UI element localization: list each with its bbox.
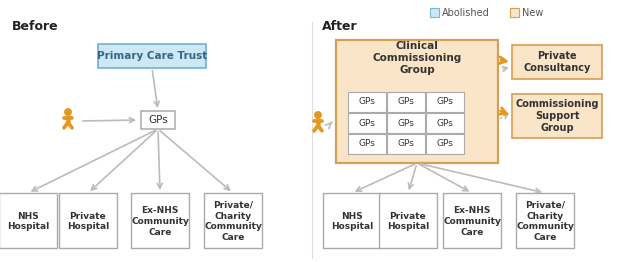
Bar bbox=[430, 8, 439, 17]
Text: NHS
Hospital: NHS Hospital bbox=[331, 212, 373, 231]
Text: Clinical
Commissioning
Group: Clinical Commissioning Group bbox=[373, 41, 462, 75]
Bar bbox=[131, 193, 189, 248]
Bar bbox=[336, 40, 498, 163]
Text: Before: Before bbox=[12, 19, 59, 32]
Bar bbox=[387, 113, 425, 133]
Text: GPs: GPs bbox=[148, 115, 168, 125]
Bar bbox=[59, 193, 117, 248]
Bar bbox=[379, 193, 437, 248]
Bar bbox=[348, 113, 386, 133]
Bar bbox=[426, 113, 464, 133]
Text: Private/
Charity
Community
Care: Private/ Charity Community Care bbox=[516, 201, 574, 242]
Text: Primary Care Trust: Primary Care Trust bbox=[97, 51, 207, 61]
Text: GPs: GPs bbox=[359, 118, 376, 128]
Text: Ex-NHS
Community
Care: Ex-NHS Community Care bbox=[131, 206, 189, 237]
Text: Private
Consultancy: Private Consultancy bbox=[524, 51, 591, 73]
Bar bbox=[512, 45, 602, 79]
Text: Commissioning
Support
Group: Commissioning Support Group bbox=[515, 99, 599, 133]
Text: GPs: GPs bbox=[359, 139, 376, 149]
Text: GPs: GPs bbox=[397, 139, 414, 149]
Bar bbox=[204, 193, 262, 248]
Text: GPs: GPs bbox=[397, 118, 414, 128]
Bar bbox=[323, 193, 381, 248]
Bar bbox=[512, 94, 602, 138]
Text: Private/
Charity
Community
Care: Private/ Charity Community Care bbox=[204, 201, 262, 242]
Bar bbox=[0, 193, 57, 248]
Bar bbox=[348, 134, 386, 154]
Text: Abolished: Abolished bbox=[442, 8, 490, 18]
Text: GPs: GPs bbox=[397, 97, 414, 106]
Text: Private
Hospital: Private Hospital bbox=[67, 212, 109, 231]
Text: GPs: GPs bbox=[437, 97, 454, 106]
Bar bbox=[426, 134, 464, 154]
Bar bbox=[443, 193, 501, 248]
Bar bbox=[141, 111, 175, 129]
Bar bbox=[348, 92, 386, 112]
Text: GPs: GPs bbox=[437, 118, 454, 128]
Text: GPs: GPs bbox=[437, 139, 454, 149]
Bar bbox=[510, 8, 519, 17]
Text: New: New bbox=[522, 8, 544, 18]
Text: NHS
Hospital: NHS Hospital bbox=[7, 212, 49, 231]
Bar bbox=[387, 134, 425, 154]
Text: Private
Hospital: Private Hospital bbox=[387, 212, 429, 231]
Bar bbox=[98, 44, 206, 68]
Bar bbox=[426, 92, 464, 112]
Circle shape bbox=[314, 112, 321, 118]
Circle shape bbox=[65, 109, 71, 115]
Text: Ex-NHS
Community
Care: Ex-NHS Community Care bbox=[443, 206, 501, 237]
Bar bbox=[387, 92, 425, 112]
Text: GPs: GPs bbox=[359, 97, 376, 106]
Text: After: After bbox=[322, 19, 358, 32]
Bar bbox=[516, 193, 574, 248]
